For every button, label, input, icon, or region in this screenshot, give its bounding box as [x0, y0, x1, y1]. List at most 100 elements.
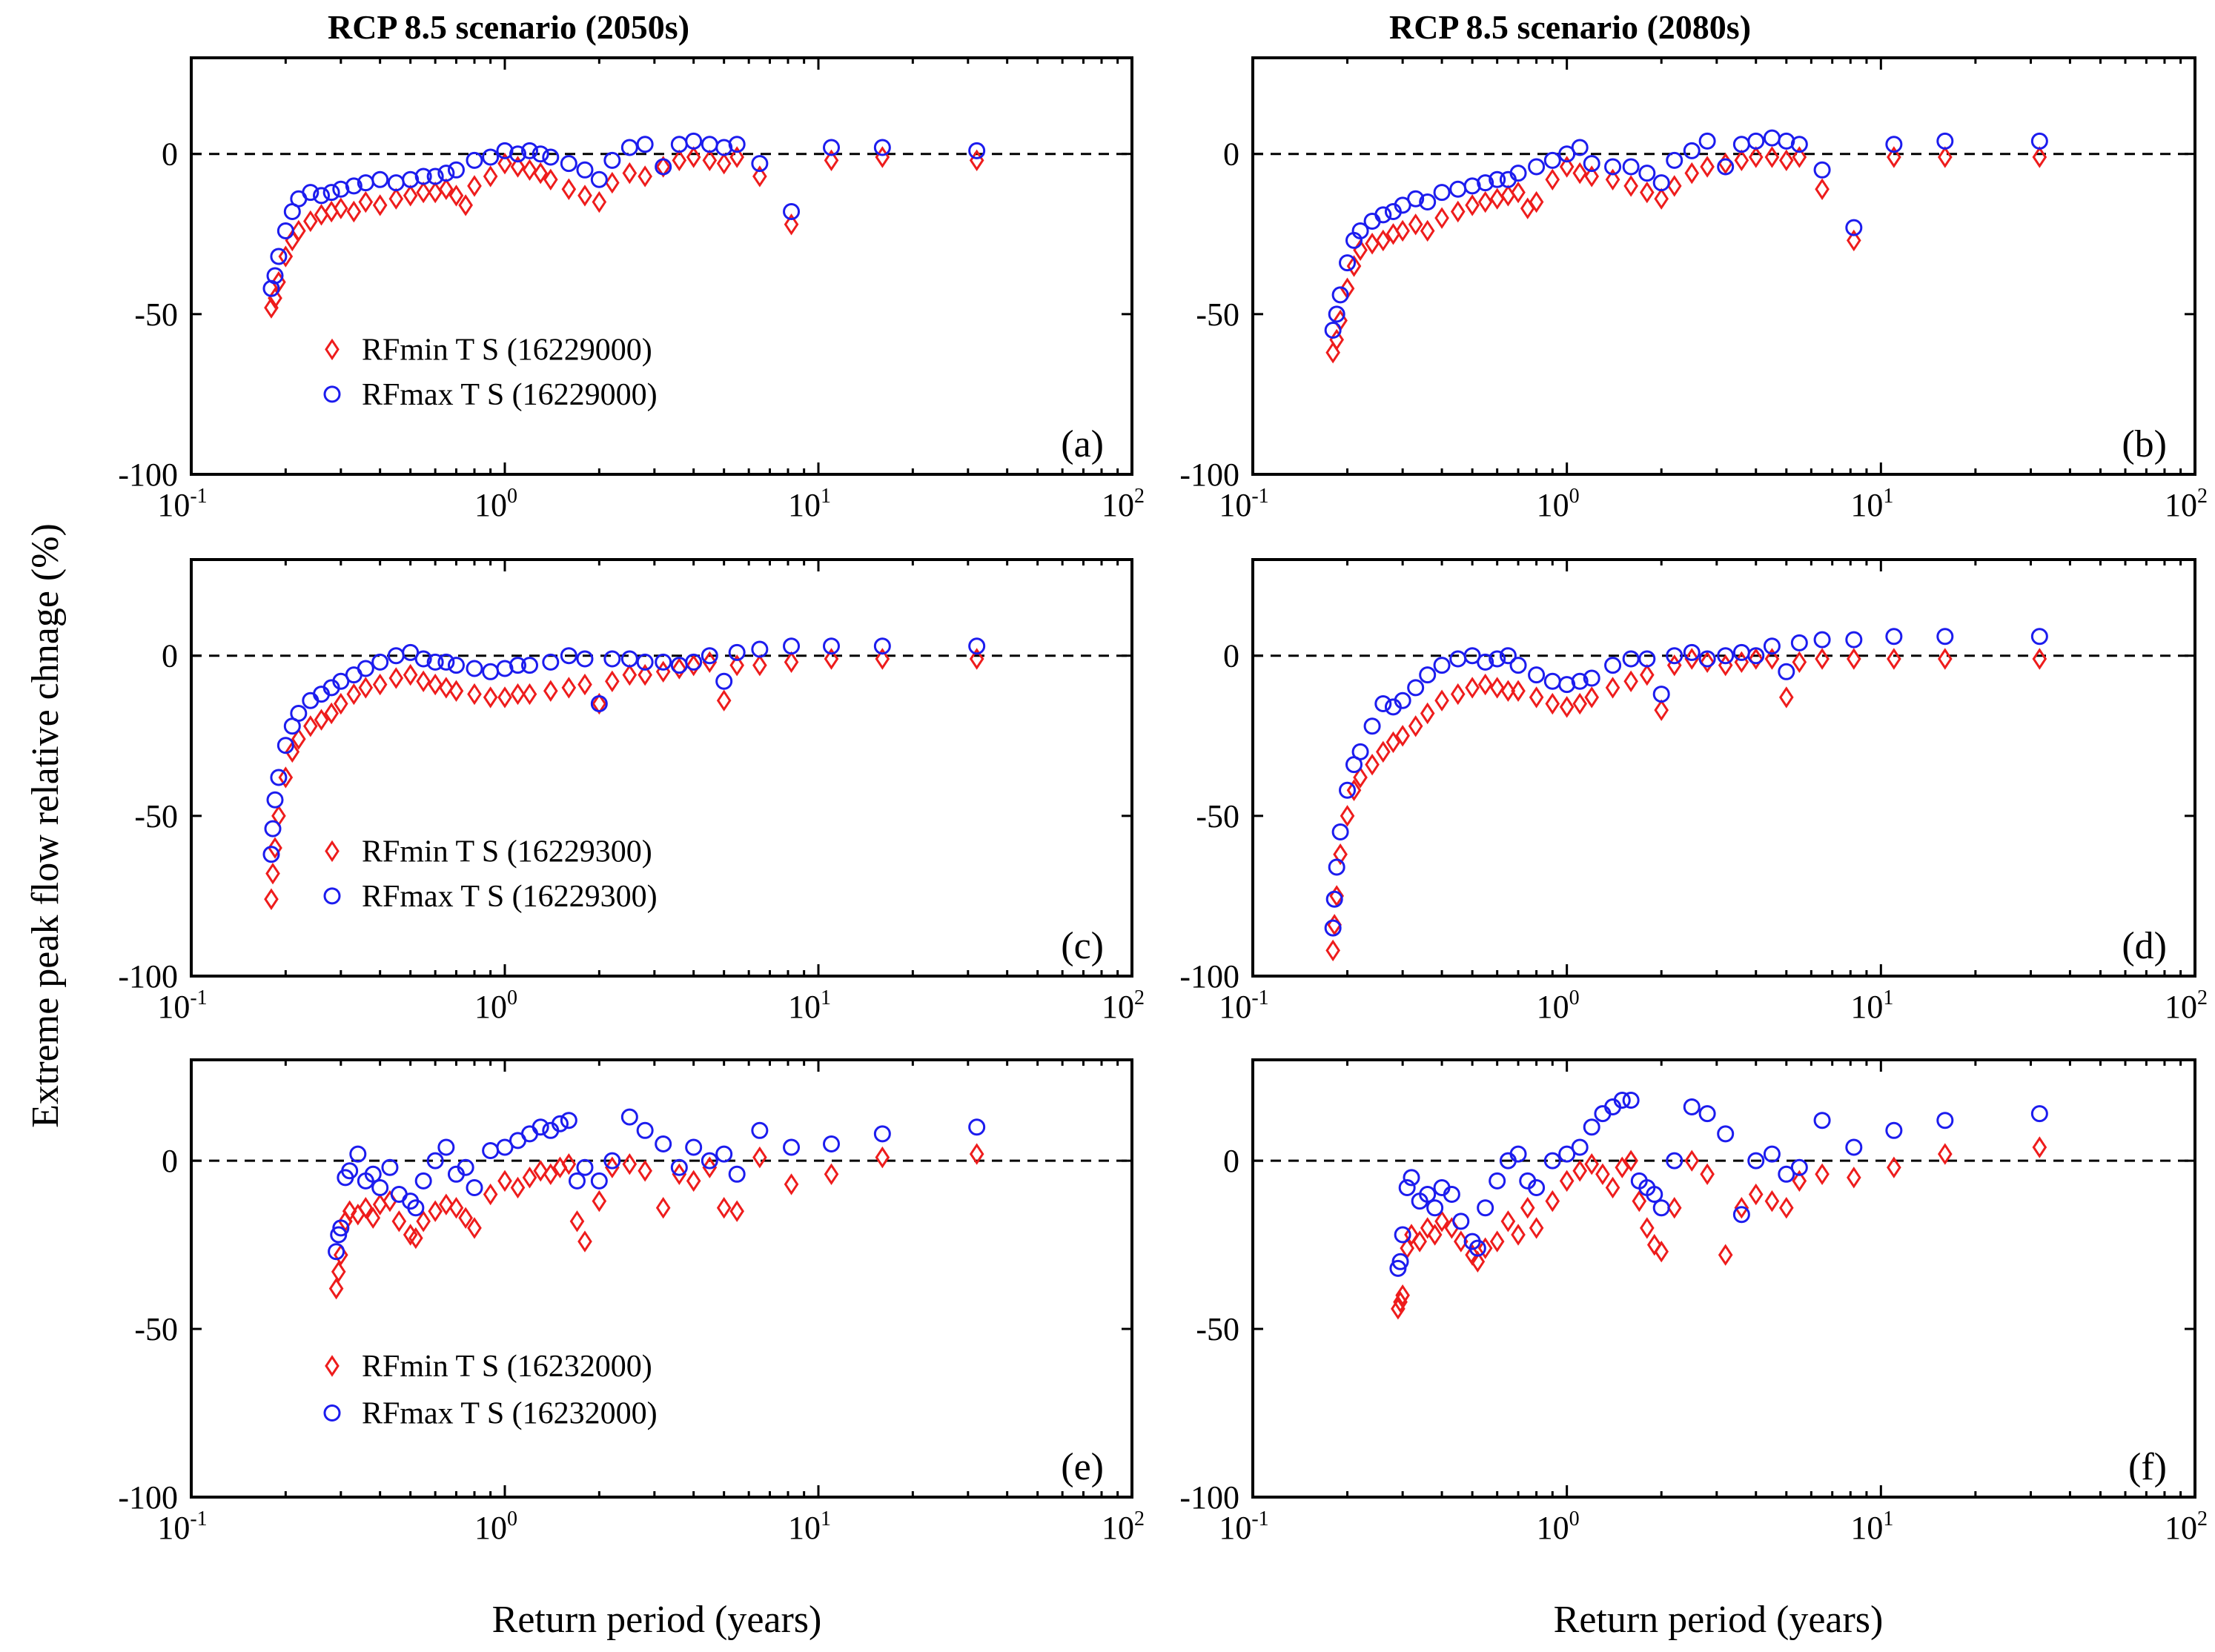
rfmax-point-c	[590, 695, 608, 713]
rfmin-point-b	[1640, 181, 1655, 204]
plot-frame-d	[1251, 558, 2196, 978]
rfmin-point-c	[346, 683, 362, 706]
rfmin-point-f	[1404, 1224, 1419, 1246]
rfmin-point-b	[1489, 188, 1505, 210]
rfmin-point-f	[1427, 1224, 1443, 1246]
rfmin-point-e	[752, 1146, 767, 1169]
y-tick-label-f: -100	[1179, 1479, 1239, 1516]
legend-rfmin-marker-c	[325, 840, 340, 863]
x-tick-label-d: 102	[2165, 986, 2208, 1025]
rfmin-point-e	[729, 1200, 744, 1222]
x-tick-label-a: 102	[1102, 485, 1145, 523]
x-tick-exponent-d: 0	[1569, 986, 1580, 1009]
rfmax-point-a	[270, 248, 288, 265]
x-tick-exponent-a: -1	[190, 485, 207, 508]
rfmax-point-f	[1646, 1186, 1663, 1204]
rfmax-point-b	[1666, 151, 1683, 169]
rfmin-point-a	[622, 162, 638, 185]
rfmin-point-f	[1520, 1196, 1535, 1219]
x-tick-label-c: 101	[788, 986, 831, 1025]
rfmin-point-e	[372, 1193, 388, 1215]
rfmax-point-a	[437, 165, 455, 182]
rfmin-point-b	[1511, 181, 1526, 204]
rfmax-point-e	[968, 1118, 986, 1136]
x-tick-exponent-c: 1	[821, 986, 831, 1009]
rfmax-point-f	[1528, 1178, 1546, 1196]
rfmax-point-b	[1339, 254, 1357, 272]
rfmin-point-e	[331, 1261, 346, 1283]
rfmin-point-c	[655, 660, 671, 683]
rfmin-point-b	[1700, 156, 1715, 178]
rfmin-point-a	[388, 188, 404, 210]
x-tick-label-e: 101	[788, 1507, 831, 1546]
rfmax-point-f	[1558, 1145, 1576, 1163]
rfmax-point-c	[509, 657, 527, 674]
rfmin-point-c	[416, 670, 431, 692]
rfmax-point-d	[1583, 669, 1600, 687]
x-tick-exponent-d: 1	[1883, 986, 1893, 1009]
rfmax-point-f	[1469, 1239, 1486, 1257]
rfmax-point-e	[551, 1115, 569, 1132]
rfmin-point-c	[285, 740, 300, 763]
rfmin-point-d	[1340, 805, 1355, 827]
x-tick-exponent-e: -1	[190, 1507, 207, 1530]
rfmax-point-d	[1604, 657, 1622, 674]
rfmin-point-c	[716, 689, 732, 711]
rfmin-point-b	[1623, 175, 1638, 197]
rfmin-point-e	[391, 1210, 407, 1233]
rfmax-point-a	[873, 139, 891, 156]
rfmin-point-d	[1654, 699, 1669, 721]
rfmin-point-b	[1465, 194, 1480, 216]
rfmin-point-d	[1938, 648, 1953, 670]
rfmax-point-b	[1698, 132, 1716, 150]
rfmax-point-a	[447, 161, 465, 179]
rfmin-point-e	[510, 1176, 526, 1199]
rfmin-point-d	[1584, 686, 1600, 709]
rfmax-point-a	[603, 151, 621, 169]
rfmax-point-d	[1763, 637, 1781, 655]
rfmax-point-b	[1477, 174, 1494, 192]
rfmin-point-d	[1559, 696, 1575, 718]
rfmin-point-c	[605, 670, 620, 692]
rfmin-point-c	[439, 677, 454, 699]
rfmin-point-a	[467, 175, 482, 197]
rfmin-point-d	[1353, 766, 1368, 789]
rfmax-point-c	[371, 653, 389, 671]
rfmin-point-d	[1684, 648, 1700, 670]
rfmax-point-c	[266, 791, 284, 809]
rfmin-point-f	[1500, 1210, 1516, 1233]
rfmin-point-a	[784, 213, 799, 236]
rfmax-point-a	[823, 139, 841, 156]
rfmax-point-a	[266, 267, 284, 285]
rfmax-point-c	[482, 663, 500, 680]
rfmin-point-b	[1792, 146, 1807, 168]
rfmax-point-e	[457, 1158, 474, 1176]
x-tick-label-b: 100	[1537, 485, 1580, 523]
rfmin-point-f	[1393, 1291, 1408, 1313]
rfmin-point-d	[1489, 677, 1505, 699]
rfmin-point-a	[497, 152, 512, 175]
x-axis-title-right: Return period (years)	[1554, 1599, 1884, 1641]
rfmax-point-e	[823, 1135, 841, 1152]
rfmin-point-a	[672, 149, 687, 172]
rfmax-point-b	[1331, 286, 1349, 304]
rfmin-point-c	[824, 648, 839, 670]
x-tick-exponent-b: 0	[1569, 485, 1580, 508]
rfmin-point-a	[291, 219, 306, 242]
rfmin-point-d	[1887, 648, 1901, 670]
rfmax-point-a	[345, 177, 362, 195]
rfmin-point-c	[672, 657, 687, 680]
rfmin-point-e	[875, 1146, 890, 1169]
y-tick-label-c: -50	[134, 798, 178, 835]
y-tick-label-e: 0	[162, 1143, 178, 1179]
rfmin-point-c	[334, 692, 348, 715]
rfmin-point-f	[1489, 1230, 1505, 1253]
rfmax-point-a	[636, 136, 654, 153]
rfmin-point-b	[1408, 213, 1423, 236]
panel-label-f: (f)	[2128, 1446, 2167, 1488]
rfmax-point-a	[313, 187, 331, 205]
rfmin-point-e	[569, 1210, 585, 1233]
rfmax-point-a	[371, 170, 389, 188]
rfmin-point-d	[1376, 740, 1391, 763]
rfmin-point-b	[1684, 162, 1700, 185]
